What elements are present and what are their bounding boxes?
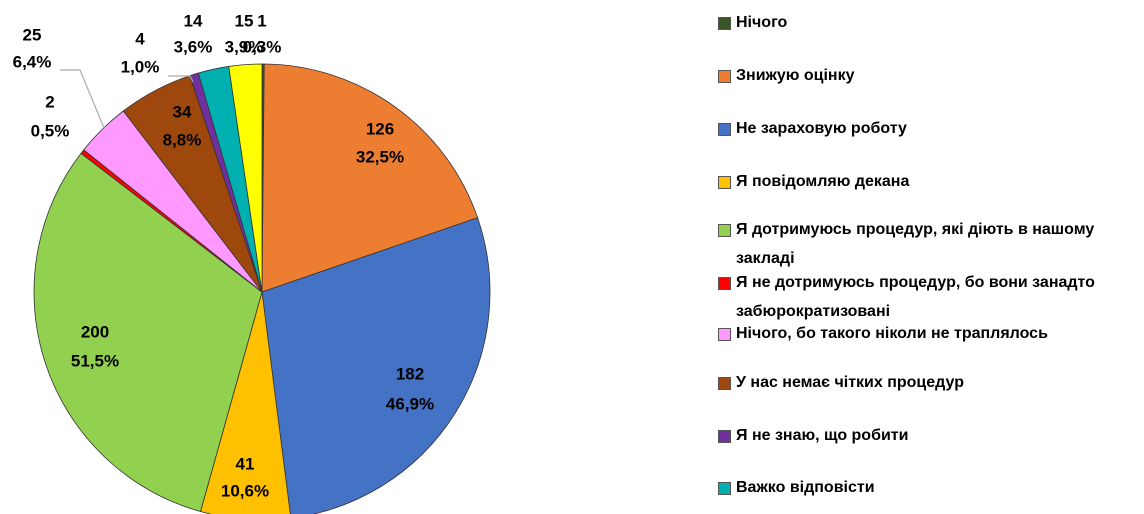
- legend-label: Я повідомляю декана: [736, 173, 910, 190]
- data-label: 200: [81, 322, 109, 341]
- data-label: 41: [236, 454, 255, 473]
- legend-swatch: [718, 123, 731, 136]
- data-label: 4: [135, 29, 145, 48]
- data-label: 25: [23, 25, 42, 44]
- legend-swatch: [718, 17, 731, 30]
- data-label-percent: 8,8%: [163, 130, 202, 149]
- legend-label: Я не знаю, що робити: [736, 427, 909, 444]
- data-label: 126: [366, 119, 394, 138]
- data-label-percent: 10,6%: [221, 481, 269, 500]
- legend-label: Я дотримуюсь процедур, які діють в нашом…: [736, 221, 1095, 267]
- data-label: 14: [184, 11, 203, 30]
- data-label: 1: [257, 11, 266, 30]
- legend-swatch: [718, 277, 731, 290]
- legend-label: У нас немає чітких процедур: [736, 374, 964, 391]
- data-label: 182: [396, 364, 424, 383]
- legend-label: Нічого: [736, 14, 788, 31]
- data-label: 2: [45, 92, 54, 111]
- legend-swatch: [718, 482, 731, 495]
- legend-label: Я не дотримуюсь процедур, бо вони занадт…: [736, 274, 1095, 320]
- legend-swatch: [718, 176, 731, 189]
- pie-slice: [228, 63, 263, 293]
- data-label-percent: 3,9%: [225, 37, 264, 56]
- data-label-percent: 1,0%: [121, 57, 160, 76]
- leader-line: [168, 75, 194, 83]
- data-label: 15: [235, 11, 254, 30]
- data-label-percent: 6,4%: [13, 52, 52, 71]
- data-label-percent: 3,6%: [174, 37, 213, 56]
- pie-slice: [33, 152, 263, 513]
- data-label-percent: 32,5%: [356, 147, 404, 166]
- legend-swatch: [718, 70, 731, 83]
- leader-line: [60, 69, 105, 129]
- legend-swatch: [718, 377, 731, 390]
- legend-swatch: [718, 224, 731, 237]
- legend-swatch: [718, 430, 731, 443]
- pie-slice: [261, 63, 479, 293]
- data-label-percent: 0,5%: [31, 121, 70, 140]
- data-label-percent: 46,9%: [386, 394, 434, 413]
- legend-label: Знижую оцінку: [736, 67, 855, 84]
- data-label-percent: 0,3%: [243, 37, 282, 56]
- legend-label: Нічого, бо такого ніколи не траплялось: [736, 325, 1048, 342]
- pie-slice: [261, 217, 491, 514]
- data-label: 34: [173, 102, 192, 121]
- legend-label: Не зараховую роботу: [736, 120, 907, 137]
- legend-swatch: [718, 328, 731, 341]
- data-label-percent: 51,5%: [71, 351, 119, 370]
- legend-label: Важко відповісти: [736, 479, 875, 496]
